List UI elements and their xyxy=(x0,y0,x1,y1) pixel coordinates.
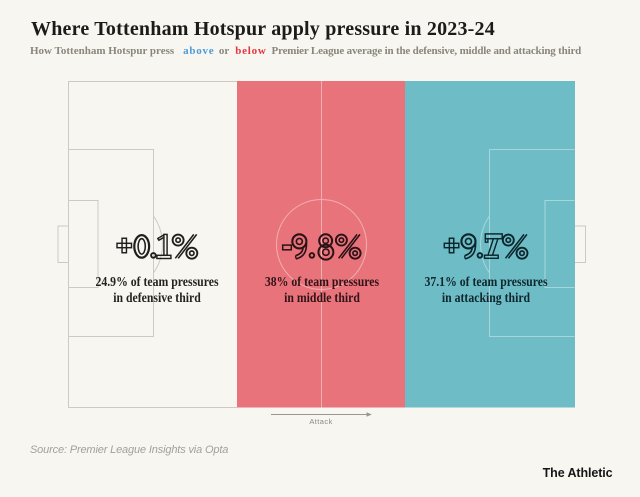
svg-text:Attack: Attack xyxy=(309,417,332,426)
